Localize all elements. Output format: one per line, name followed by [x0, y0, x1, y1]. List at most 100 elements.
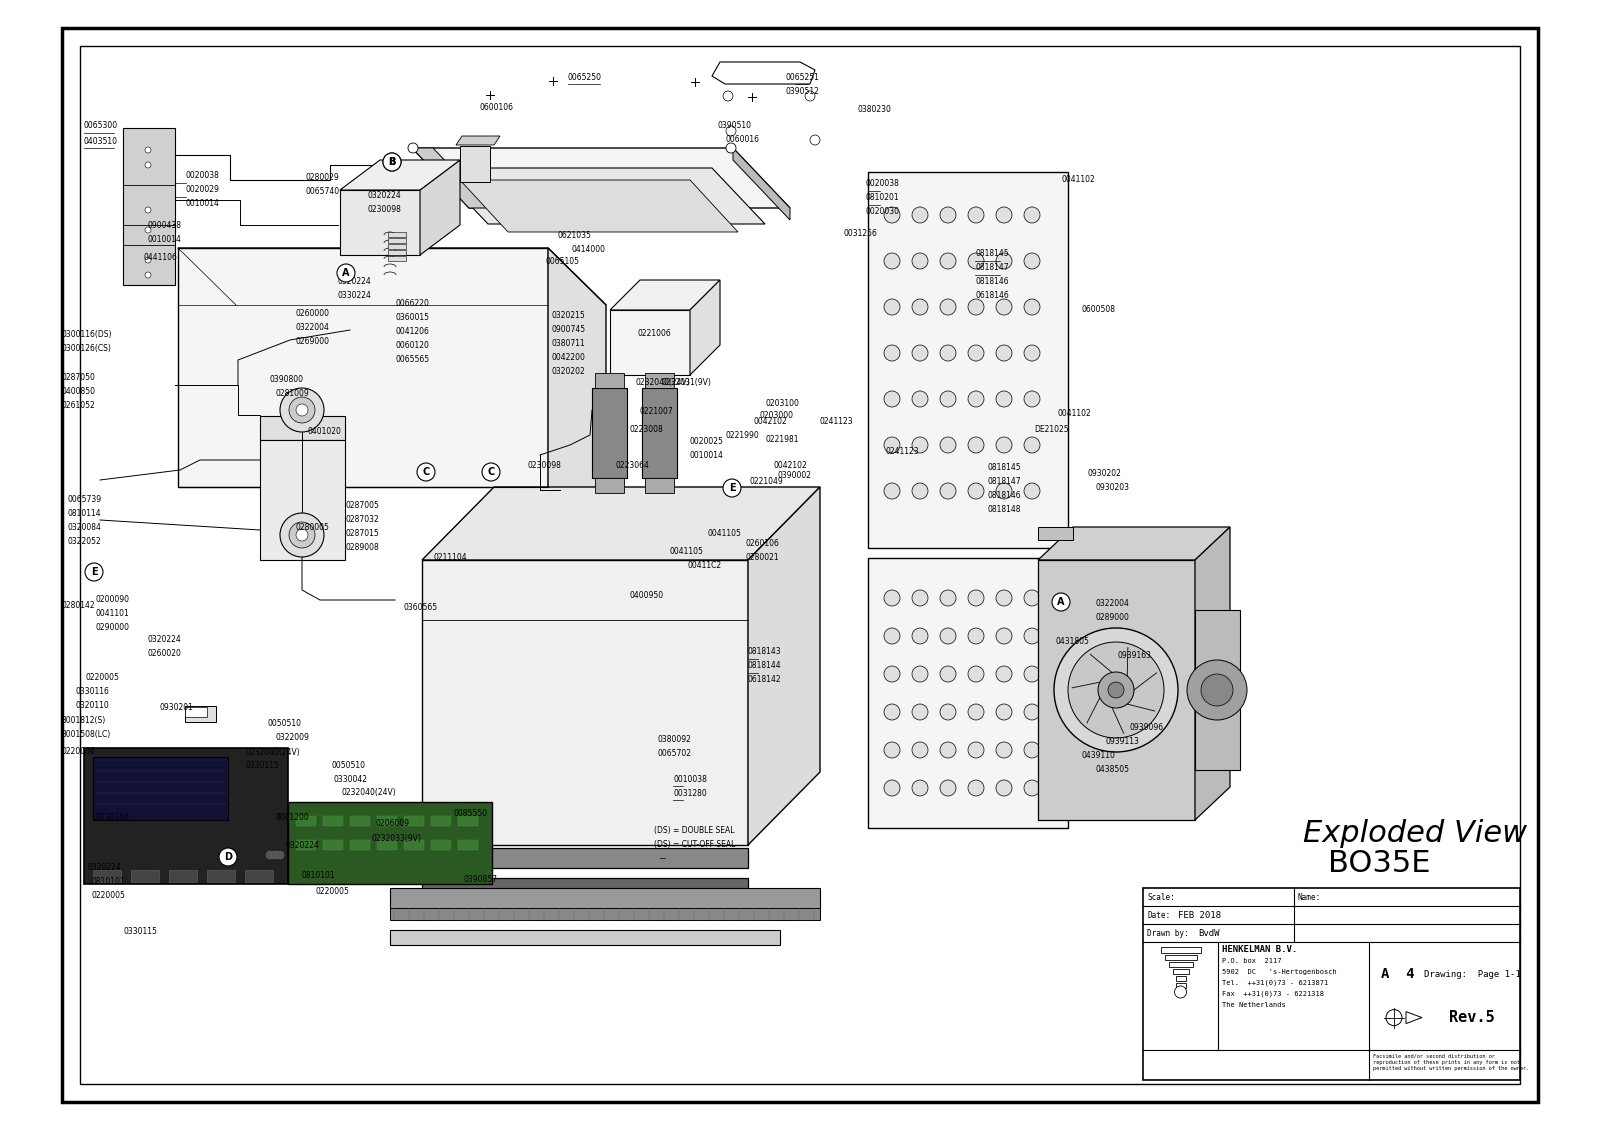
Text: 0041101: 0041101 [94, 610, 128, 619]
Circle shape [968, 590, 984, 606]
Bar [378, 840, 397, 851]
Circle shape [941, 253, 957, 269]
Circle shape [941, 780, 957, 796]
Polygon shape [288, 802, 493, 884]
Text: 0330116: 0330116 [75, 688, 109, 697]
Text: 8001200: 8001200 [277, 813, 310, 822]
Text: 0020029: 0020029 [186, 185, 219, 195]
Circle shape [968, 299, 984, 316]
Text: 0060120: 0060120 [397, 342, 430, 351]
Circle shape [883, 437, 899, 454]
Text: 0380230: 0380230 [858, 104, 891, 113]
Text: 0810201: 0810201 [866, 193, 899, 202]
Bar [323, 815, 342, 826]
Circle shape [277, 851, 285, 860]
Polygon shape [387, 250, 406, 254]
Text: 0066220: 0066220 [397, 300, 430, 309]
Polygon shape [93, 757, 229, 820]
Text: Drawn by:: Drawn by: [1147, 929, 1189, 938]
Polygon shape [413, 148, 490, 208]
Text: 0320224: 0320224 [88, 863, 122, 872]
Text: 0010014: 0010014 [186, 199, 219, 208]
Circle shape [810, 135, 819, 145]
Text: Exploded View: Exploded View [1302, 819, 1526, 847]
Polygon shape [1195, 610, 1240, 770]
Text: 0330115: 0330115 [245, 761, 278, 770]
Circle shape [1202, 674, 1234, 706]
Text: 0230098: 0230098 [528, 461, 562, 470]
Text: 0289000: 0289000 [1094, 613, 1130, 622]
Text: 0031280: 0031280 [674, 788, 707, 797]
Text: 0330116: 0330116 [96, 813, 130, 822]
Polygon shape [413, 148, 790, 208]
Polygon shape [642, 388, 677, 478]
Polygon shape [595, 373, 624, 388]
Text: 0041206: 0041206 [397, 328, 430, 337]
Circle shape [1024, 666, 1040, 682]
Text: 0281009: 0281009 [275, 389, 309, 398]
Text: C: C [422, 467, 430, 477]
Text: 0618142: 0618142 [749, 675, 782, 684]
Text: 0438505: 0438505 [1094, 766, 1130, 775]
Circle shape [1024, 703, 1040, 720]
Bar [1176, 976, 1186, 981]
Text: 0818147: 0818147 [974, 264, 1008, 273]
Polygon shape [339, 159, 461, 190]
Text: 0320215: 0320215 [550, 311, 584, 320]
Text: 0241123: 0241123 [819, 417, 854, 426]
Circle shape [968, 742, 984, 758]
Bar [206, 870, 235, 882]
Bar [458, 840, 478, 851]
Text: 0223008: 0223008 [630, 425, 664, 434]
Circle shape [941, 590, 957, 606]
Text: B: B [389, 157, 395, 167]
Circle shape [1386, 1010, 1402, 1026]
Bar [1176, 983, 1186, 988]
Text: 0050510: 0050510 [333, 760, 366, 769]
Bar [1168, 962, 1192, 967]
Bar [296, 840, 317, 851]
Polygon shape [547, 248, 606, 543]
Text: E: E [728, 483, 736, 493]
Text: Fax  ++31(0)73 - 6221318: Fax ++31(0)73 - 6221318 [1222, 991, 1325, 998]
Polygon shape [461, 180, 738, 232]
Text: 0042102: 0042102 [774, 461, 808, 470]
Text: A: A [342, 268, 350, 278]
Text: 0220005: 0220005 [317, 888, 350, 897]
Circle shape [968, 345, 984, 361]
Circle shape [296, 529, 307, 541]
Text: 0322009: 0322009 [275, 733, 309, 742]
Text: 0320224: 0320224 [338, 277, 371, 286]
Text: 0010014: 0010014 [690, 451, 723, 460]
Text: 0939113: 0939113 [1106, 737, 1139, 746]
Text: 0241123: 0241123 [885, 448, 918, 457]
Circle shape [726, 126, 736, 136]
Circle shape [408, 143, 418, 153]
Text: 0232031(9V): 0232031(9V) [662, 378, 712, 387]
Text: 0065740: 0065740 [306, 188, 339, 197]
Circle shape [912, 391, 928, 407]
Text: 0322004: 0322004 [1094, 599, 1130, 608]
Text: DE21025: DE21025 [1034, 425, 1069, 434]
Polygon shape [422, 560, 749, 845]
Polygon shape [867, 172, 1069, 549]
Circle shape [968, 628, 984, 644]
Text: 0300126(CS): 0300126(CS) [62, 344, 112, 353]
Circle shape [912, 666, 928, 682]
Text: 8001508(LC): 8001508(LC) [62, 729, 112, 739]
Circle shape [995, 299, 1013, 316]
Polygon shape [83, 748, 288, 884]
Text: P.O. box  2117: P.O. box 2117 [1222, 958, 1282, 964]
Polygon shape [259, 440, 346, 560]
Text: 0818144: 0818144 [749, 662, 782, 671]
Text: HENKELMAN B.V.: HENKELMAN B.V. [1222, 946, 1298, 955]
Circle shape [482, 463, 499, 481]
Text: 0020038: 0020038 [866, 180, 899, 189]
Text: 0065300: 0065300 [83, 121, 118, 130]
Circle shape [146, 162, 150, 169]
Text: 0400850: 0400850 [62, 388, 96, 397]
Text: 0261052: 0261052 [62, 402, 96, 411]
Circle shape [146, 271, 150, 278]
Text: The Netherlands: The Netherlands [1222, 1002, 1286, 1008]
Circle shape [995, 628, 1013, 644]
